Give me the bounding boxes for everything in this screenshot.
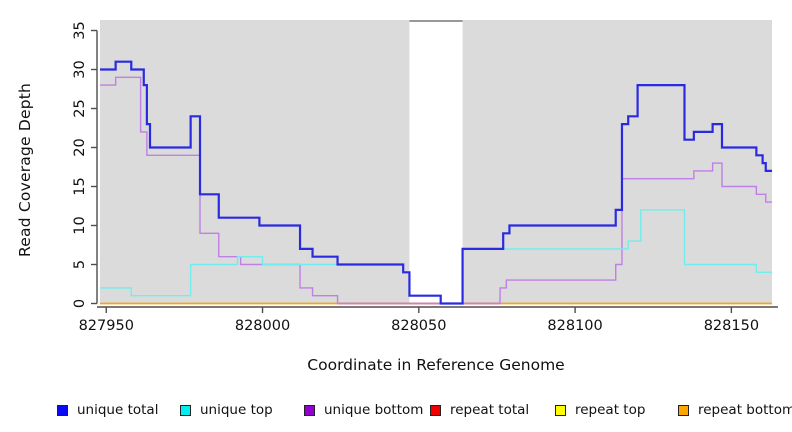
y-tick-label: 0 <box>72 299 88 308</box>
legend-item-repeat-bottom: repeat bottom <box>678 401 792 419</box>
x-tick-label: 828100 <box>547 318 602 334</box>
y-tick-label: 10 <box>72 216 88 234</box>
legend-swatch-repeat-bottom <box>678 404 689 416</box>
legend-item-unique-top: unique top <box>180 401 273 419</box>
x-tick-label: 827950 <box>79 318 134 334</box>
legend-label: unique bottom <box>324 402 424 418</box>
x-tick-label: 828000 <box>235 318 290 334</box>
series-unique-total-line <box>100 60 772 305</box>
legend-swatch-unique-bottom <box>304 404 315 416</box>
legend-label: unique top <box>200 402 273 418</box>
legend-item-unique-total: unique total <box>57 401 158 419</box>
legend-label: repeat top <box>575 402 646 418</box>
legend-label: unique total <box>77 402 159 418</box>
x-tick-label: 828150 <box>704 318 759 334</box>
legend-item-repeat-total: repeat total <box>430 401 529 419</box>
y-tick-label: 35 <box>72 21 88 39</box>
legend-item-repeat-top: repeat top <box>555 401 645 419</box>
legend-swatch-unique-top <box>180 404 191 416</box>
legend-swatch-repeat-top <box>555 404 566 416</box>
coverage-gap-band <box>409 20 463 303</box>
legend-item-unique-bottom: unique bottom <box>304 401 423 419</box>
legend-label: repeat bottom <box>698 402 792 418</box>
legend: unique total unique top unique bottom repea… <box>0 401 792 425</box>
y-tick-label: 15 <box>72 177 88 195</box>
y-tick-label: 30 <box>72 60 88 78</box>
x-tick-label: 828050 <box>391 318 446 334</box>
y-tick-label: 20 <box>72 138 88 156</box>
legend-swatch-unique-total <box>57 404 68 416</box>
legend-swatch-repeat-total <box>430 404 441 416</box>
y-tick-label: 5 <box>72 260 88 269</box>
y-tick-label: 25 <box>72 99 88 117</box>
legend-label: repeat total <box>450 402 530 418</box>
x-axis-title: Coordinate in Reference Genome <box>307 356 565 374</box>
y-axis-title: Read Coverage Depth <box>16 82 34 258</box>
series-unique-bottom-line <box>100 76 772 305</box>
